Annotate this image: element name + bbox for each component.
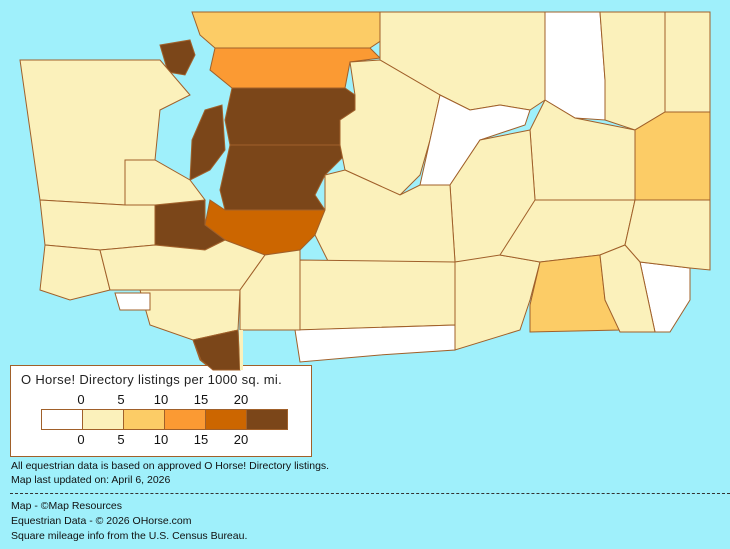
legend: O Horse! Directory listings per 1000 sq.… <box>10 365 312 457</box>
legend-tick: 5 <box>117 432 125 447</box>
legend-color-bar <box>41 409 288 430</box>
county-region <box>454 254 541 351</box>
county-region <box>239 249 301 331</box>
county-region <box>544 11 606 121</box>
county-region <box>189 104 226 181</box>
county-region <box>314 169 456 266</box>
legend-tick: 5 <box>117 392 125 407</box>
county-region <box>191 11 383 49</box>
legend-tick: 10 <box>153 432 169 447</box>
divider <box>10 493 730 494</box>
county-region <box>634 111 711 201</box>
county-region <box>114 292 151 311</box>
county-region <box>99 239 266 291</box>
county-region <box>39 244 111 301</box>
legend-swatch <box>124 410 165 429</box>
legend-swatch <box>247 410 287 429</box>
county-region <box>209 47 382 89</box>
legend-tick: 0 <box>77 432 85 447</box>
county-region <box>224 87 356 146</box>
legend-tick: 20 <box>233 432 249 447</box>
county-region <box>599 244 656 333</box>
county-region <box>39 199 156 251</box>
legend-tick: 0 <box>77 392 85 407</box>
legend-swatch <box>165 410 206 429</box>
legend-tick: 15 <box>193 392 209 407</box>
legend-swatch <box>206 410 247 429</box>
county-region <box>664 11 711 113</box>
legend-tick: 15 <box>193 432 209 447</box>
updated-note: Map last updated on: April 6, 2026 <box>11 474 171 486</box>
map-credit: Map - ©Map Resources <box>11 500 123 512</box>
county-region <box>599 11 666 131</box>
data-credit: Equestrian Data - © 2026 OHorse.com <box>11 515 192 527</box>
data-basis-note: All equestrian data is based on approved… <box>11 460 330 472</box>
census-credit: Square mileage info from the U.S. Census… <box>11 530 248 542</box>
county-region <box>124 159 206 206</box>
legend-swatch <box>42 410 83 429</box>
legend-tick: 20 <box>233 392 249 407</box>
county-region <box>299 259 456 331</box>
county-region <box>419 94 531 186</box>
legend-swatch <box>83 410 124 429</box>
county-region <box>294 324 456 363</box>
legend-title: O Horse! Directory listings per 1000 sq.… <box>21 372 283 387</box>
legend-tick: 10 <box>153 392 169 407</box>
clark-county-overlay <box>193 330 243 371</box>
